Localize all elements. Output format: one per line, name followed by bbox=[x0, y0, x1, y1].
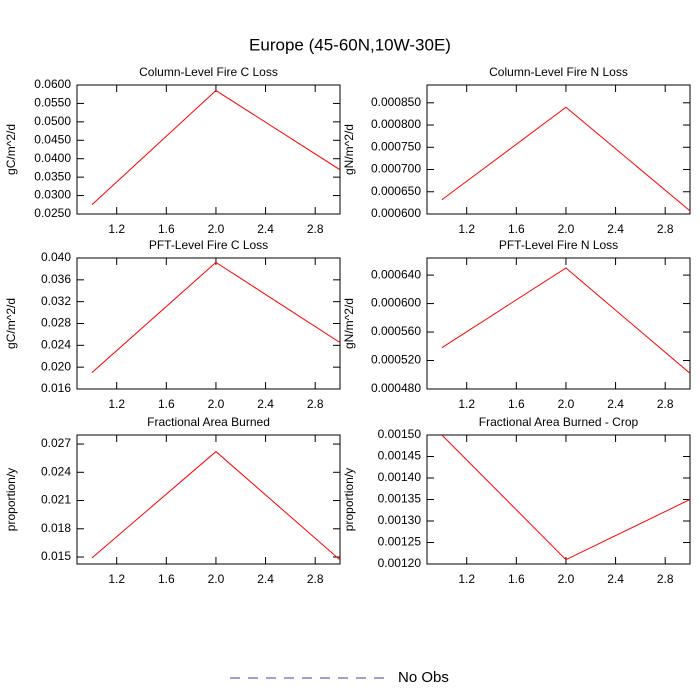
y-axis-label: proportion/y bbox=[4, 468, 18, 531]
y-axis-label: gN/m^2/d bbox=[342, 298, 356, 349]
y-axis-label: proportion/y bbox=[342, 468, 356, 531]
data-line bbox=[91, 261, 340, 373]
x-tick-label: 1.6 bbox=[158, 222, 175, 236]
x-tick-label: 1.2 bbox=[458, 572, 475, 586]
y-tick-label: 0.000600 bbox=[371, 296, 421, 310]
x-tick-label: 2.8 bbox=[657, 397, 674, 411]
x-tick-label: 1.6 bbox=[158, 572, 175, 586]
y-tick-label: 0.000480 bbox=[371, 381, 421, 395]
x-tick-label: 2.8 bbox=[657, 572, 674, 586]
y-tick-label: 0.00130 bbox=[378, 513, 422, 527]
x-tick-label: 1.6 bbox=[508, 572, 525, 586]
data-line bbox=[441, 106, 690, 212]
y-tick-label: 0.000600 bbox=[371, 206, 421, 220]
x-tick-label: 2.0 bbox=[558, 572, 575, 586]
y-tick-label: 0.020 bbox=[41, 359, 71, 373]
y-tick-label: 0.0250 bbox=[34, 206, 71, 220]
y-tick-label: 0.016 bbox=[41, 381, 71, 395]
y-tick-label: 0.040 bbox=[41, 250, 71, 264]
x-tick-label: 1.2 bbox=[458, 222, 475, 236]
data-line bbox=[441, 435, 690, 561]
data-line bbox=[91, 450, 340, 561]
x-tick-label: 2.0 bbox=[558, 397, 575, 411]
x-tick-label: 2.4 bbox=[607, 222, 624, 236]
y-tick-label: 0.00140 bbox=[378, 470, 422, 484]
y-tick-label: 0.000650 bbox=[371, 184, 421, 198]
y-axis-label: gN/m^2/d bbox=[342, 124, 356, 175]
panel-title: Fractional Area Burned bbox=[147, 415, 270, 429]
y-axis-label: gC/m^2/d bbox=[4, 298, 18, 349]
x-tick-label: 1.6 bbox=[508, 222, 525, 236]
y-tick-label: 0.027 bbox=[41, 436, 71, 450]
y-tick-label: 0.00145 bbox=[378, 449, 422, 463]
y-tick-label: 0.021 bbox=[41, 493, 71, 507]
y-tick-label: 0.000800 bbox=[371, 117, 421, 131]
figure-title: Europe (45-60N,10W-30E) bbox=[249, 35, 451, 54]
y-tick-label: 0.0450 bbox=[34, 132, 71, 146]
data-line bbox=[91, 89, 340, 206]
y-tick-label: 0.0550 bbox=[34, 96, 71, 110]
panel-title: PFT-Level Fire C Loss bbox=[149, 238, 268, 252]
x-tick-label: 1.2 bbox=[108, 222, 125, 236]
y-tick-label: 0.000520 bbox=[371, 353, 421, 367]
y-tick-label: 0.0350 bbox=[34, 169, 71, 183]
y-tick-label: 0.0600 bbox=[34, 77, 71, 91]
x-tick-label: 2.8 bbox=[657, 222, 674, 236]
y-tick-label: 0.036 bbox=[41, 272, 71, 286]
plot-frame bbox=[426, 257, 691, 390]
panel-title: Column-Level Fire C Loss bbox=[139, 65, 278, 79]
y-tick-label: 0.0500 bbox=[34, 114, 71, 128]
data-line bbox=[441, 267, 690, 374]
plot-frame bbox=[76, 434, 341, 565]
y-tick-label: 0.000560 bbox=[371, 324, 421, 338]
y-tick-label: 0.024 bbox=[41, 464, 71, 478]
legend-label: No Obs bbox=[398, 669, 449, 686]
x-tick-label: 2.4 bbox=[257, 222, 274, 236]
panel-title: Column-Level Fire N Loss bbox=[489, 65, 628, 79]
y-tick-label: 0.018 bbox=[41, 521, 71, 535]
y-tick-label: 0.0300 bbox=[34, 188, 71, 202]
legend-label: 1850_170 bbox=[398, 699, 465, 700]
y-tick-label: 0.00150 bbox=[378, 427, 422, 441]
x-tick-label: 2.4 bbox=[607, 572, 624, 586]
x-tick-label: 2.4 bbox=[257, 397, 274, 411]
y-tick-label: 0.000850 bbox=[371, 95, 421, 109]
x-tick-label: 1.6 bbox=[158, 397, 175, 411]
x-tick-label: 1.2 bbox=[458, 397, 475, 411]
x-tick-label: 1.6 bbox=[508, 397, 525, 411]
y-tick-label: 0.015 bbox=[41, 549, 71, 563]
panel-title: PFT-Level Fire N Loss bbox=[499, 238, 618, 252]
x-tick-label: 2.8 bbox=[307, 397, 324, 411]
plot-frame bbox=[426, 84, 691, 215]
y-tick-label: 0.000640 bbox=[371, 267, 421, 281]
y-tick-label: 0.024 bbox=[41, 338, 71, 352]
x-tick-label: 2.8 bbox=[307, 572, 324, 586]
x-tick-label: 2.4 bbox=[607, 397, 624, 411]
x-tick-label: 2.0 bbox=[208, 572, 225, 586]
y-tick-label: 0.032 bbox=[41, 294, 71, 308]
plot-frame bbox=[76, 84, 341, 215]
x-tick-label: 1.2 bbox=[108, 572, 125, 586]
y-tick-label: 0.000700 bbox=[371, 162, 421, 176]
x-tick-label: 2.0 bbox=[208, 222, 225, 236]
y-tick-label: 0.00120 bbox=[378, 556, 422, 570]
y-axis-label: gC/m^2/d bbox=[4, 124, 18, 175]
x-tick-label: 2.8 bbox=[307, 222, 324, 236]
x-tick-label: 2.0 bbox=[558, 222, 575, 236]
panel-title: Fractional Area Burned - Crop bbox=[479, 415, 639, 429]
y-tick-label: 0.00125 bbox=[378, 535, 422, 549]
y-tick-label: 0.000750 bbox=[371, 139, 421, 153]
y-tick-label: 0.0400 bbox=[34, 151, 71, 165]
y-tick-label: 0.00135 bbox=[378, 492, 422, 506]
x-tick-label: 1.2 bbox=[108, 397, 125, 411]
x-tick-label: 2.0 bbox=[208, 397, 225, 411]
x-tick-label: 2.4 bbox=[257, 572, 274, 586]
y-tick-label: 0.028 bbox=[41, 316, 71, 330]
